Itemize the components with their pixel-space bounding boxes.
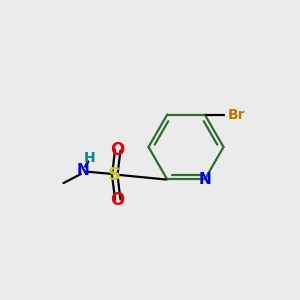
- Text: Br: Br: [228, 107, 245, 122]
- Text: N: N: [77, 163, 90, 178]
- Text: S: S: [108, 166, 121, 184]
- Text: O: O: [111, 190, 125, 208]
- Text: N: N: [198, 172, 211, 187]
- Text: O: O: [111, 141, 125, 159]
- Text: H: H: [84, 151, 96, 165]
